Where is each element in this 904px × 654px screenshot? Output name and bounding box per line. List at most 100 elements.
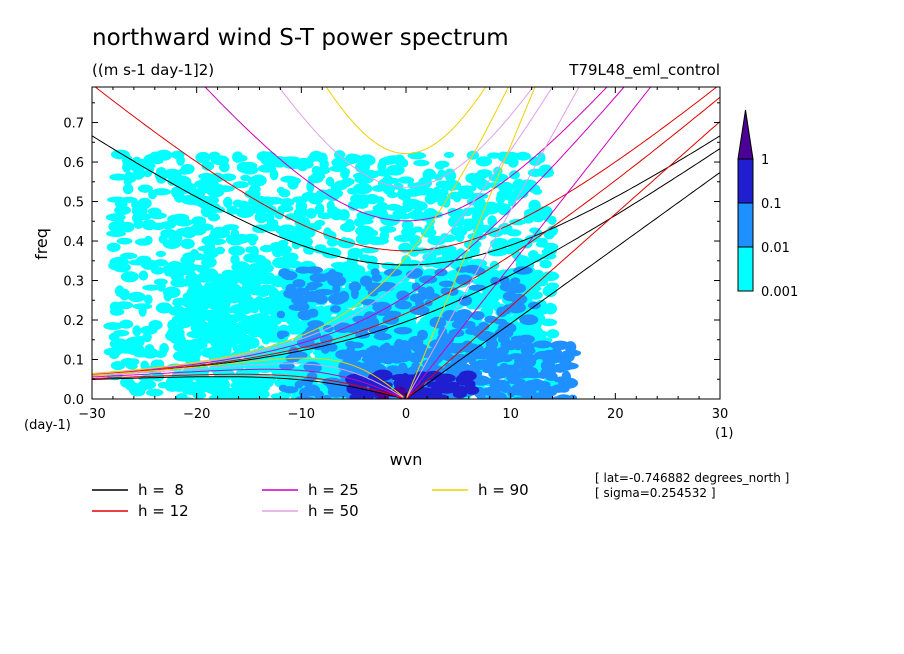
spectrum-blob-0: [428, 192, 447, 202]
spectrum-blob-0: [194, 180, 203, 188]
spectrum-blob-2: [276, 310, 286, 319]
spectrum-blob-0: [354, 201, 369, 209]
spectrum-blob-0: [151, 266, 165, 275]
spectrum-blob-0: [112, 262, 131, 273]
spectrum-blob-0: [110, 360, 126, 371]
spectrum-blob-0: [114, 205, 132, 215]
spectrum-blob-0: [413, 159, 430, 167]
spectrum-blob-0: [279, 198, 295, 207]
spectrum-blob-0: [414, 247, 430, 254]
spectrum-blob-3: [433, 345, 448, 358]
spectrum-blob-1: [185, 345, 201, 357]
spectrum-blob-1: [256, 384, 270, 392]
spectrum-blob-0: [277, 204, 294, 213]
spectrum-blob-3: [541, 388, 557, 397]
x-tick-label: 0: [402, 407, 410, 422]
spectrum-blob-0: [306, 180, 315, 193]
spectrum-blob-0: [223, 196, 233, 208]
spectrum-blob-3: [381, 400, 391, 406]
spectrum-blob-0: [180, 238, 195, 250]
spectrum-blob-0: [467, 232, 487, 241]
spectrum-blob-0: [137, 379, 157, 390]
spectrum-blob-2: [281, 270, 298, 281]
spectrum-blob-0: [524, 234, 541, 243]
spectrum-blob-0: [125, 176, 136, 183]
spectrum-blob-3: [408, 352, 423, 361]
spectrum-blob-1: [275, 399, 283, 405]
spectrum-blob-2: [508, 283, 527, 294]
spectrum-blob-0: [269, 169, 279, 181]
spectrum-blob-0: [327, 192, 340, 202]
spectrum-blob-0: [380, 214, 401, 226]
spectrum-blob-1: [177, 316, 193, 328]
spectrum-blob-0: [531, 213, 545, 223]
x-axis-label: wvn: [390, 450, 423, 469]
spectrum-blob-0: [493, 166, 503, 176]
spectrum-blob-0: [420, 227, 437, 238]
spectrum-blob-1: [212, 400, 223, 408]
spectrum-blob-1: [196, 337, 213, 344]
spectrum-blob-2: [382, 310, 402, 317]
spectrum-blob-1: [238, 299, 248, 307]
spectrum-blob-0: [259, 204, 277, 213]
spectrum-blob-0: [106, 242, 121, 252]
colorbar: 0.001 0.01 0.1 1: [737, 109, 798, 300]
x-tick-label: 10: [502, 407, 519, 422]
dispersion-curve-h90: [92, 87, 509, 374]
chart-title: northward wind S-T power spectrum: [92, 25, 509, 51]
spectrum-blob-3: [520, 346, 536, 355]
spectrum-blob-0: [426, 216, 435, 226]
spectrum-blob-0: [509, 218, 526, 226]
spectrum-blob-0: [250, 174, 267, 187]
spectrum-blob-1: [237, 292, 252, 300]
curve-legend: h = 8 h = 12 h = 25 h = 50 h = 90: [92, 481, 529, 520]
spectrum-blob-2: [348, 281, 362, 292]
spectrum-blob-0: [488, 173, 509, 183]
colorbar-label: 0.1: [761, 197, 782, 212]
spectrum-blob-2: [415, 299, 425, 308]
spectrum-blob-3: [340, 399, 351, 405]
y-tick-label: 0.0: [63, 393, 84, 408]
spectrum-blob-0: [542, 285, 558, 298]
spectrum-blob-0: [234, 154, 248, 162]
spectrum-blob-1: [523, 274, 544, 286]
spectrum-blob-2: [471, 311, 485, 321]
x-axis: −30 −20 −10 0 10 20 30: [78, 87, 728, 422]
latitude-annotation: [ lat=-0.746882 degrees_north ]: [595, 471, 789, 485]
spectrum-blob-0: [108, 348, 120, 360]
spectrum-blob-3: [488, 369, 508, 379]
spectrum-blob-0: [155, 250, 167, 257]
spectrum-blob-3: [558, 386, 570, 393]
spectrum-blob-0: [122, 183, 134, 195]
spectrum-blob-0: [546, 329, 560, 339]
spectrum-blob-1: [194, 312, 212, 320]
x-tick-label: 30: [712, 407, 729, 422]
spectrum-blob-0: [476, 169, 493, 178]
spectrum-blob-0: [371, 185, 385, 192]
spectrum-blob-1: [240, 304, 256, 313]
spectrum-blob-0: [132, 325, 142, 337]
spectrum-blob-0: [387, 177, 400, 184]
y-tick-label: 0.7: [63, 117, 84, 132]
spectrum-blob-0: [138, 270, 149, 281]
spectrum-blob-0: [131, 170, 145, 180]
spectrum-blob-1: [185, 274, 202, 281]
legend-label-h8: h = 8: [138, 481, 184, 499]
spectrum-blob-0: [287, 178, 299, 190]
dispersion-curve-h12: [94, 87, 718, 252]
spectrum-blob-0: [507, 156, 519, 168]
spectrum-blob-1: [226, 296, 242, 304]
spectrum-blob-2: [314, 294, 328, 305]
spectrum-blob-1: [258, 389, 270, 399]
spectrum-blob-2: [373, 333, 392, 341]
spectrum-blob-1: [220, 395, 240, 399]
spectrum-blob-0: [356, 218, 374, 225]
y-axis: 0.0 0.1 0.2 0.3 0.4 0.5 0.6 0.7: [63, 102, 720, 408]
spectrum-blob-1: [273, 394, 290, 399]
spectrum-blob-1: [179, 278, 191, 287]
spectrum-blob-0: [109, 173, 128, 181]
spectrum-blob-1: [411, 324, 424, 331]
spectrum-blob-1: [211, 384, 223, 393]
spectrum-blob-2: [496, 306, 508, 318]
spectrum-blob-0: [136, 204, 148, 216]
